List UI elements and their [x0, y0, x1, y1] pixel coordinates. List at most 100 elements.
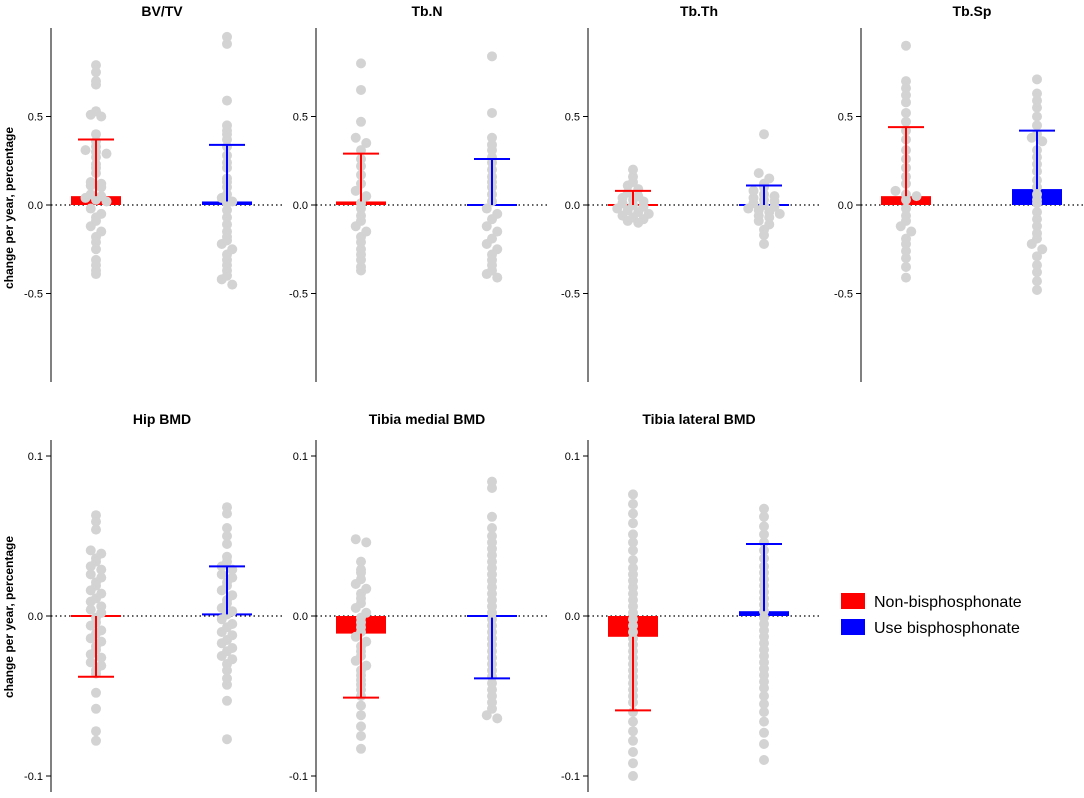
data-point-use-bisphosphonate-tibia-lateral-bmd: [759, 529, 769, 540]
data-point-use-bisphosphonate-hip-bmd: [222, 695, 232, 706]
data-point-use-bisphosphonate-tibia-lateral-bmd: [759, 707, 769, 717]
data-point-non-bisphosphonate-tb-n: [356, 145, 366, 156]
panel-hip-bmd: Hip BMD 0.1 0.0 -0.1: [24, 411, 283, 792]
data-point-use-bisphosphonate-hip-bmd: [222, 502, 232, 513]
data-point-use-bisphosphonate-tb-n: [487, 132, 497, 143]
y-tick-label-tb-sp: -0.5: [834, 289, 853, 301]
data-point-non-bisphosphonate-tb-th: [628, 171, 638, 182]
data-point-non-bisphosphonate-tb-th: [633, 217, 644, 228]
data-point-use-bisphosphonate-bv-tv: [227, 279, 238, 290]
data-point-use-bisphosphonate-bv-tv: [216, 238, 227, 249]
data-point-non-bisphosphonate-hip-bmd: [85, 633, 96, 644]
data-point-non-bisphosphonate-tibia-lateral-bmd: [628, 726, 638, 737]
data-point-use-bisphosphonate-tb-n: [481, 203, 492, 214]
data-point-use-bisphosphonate-bv-tv: [222, 31, 232, 42]
data-point-non-bisphosphonate-tb-n: [356, 58, 366, 69]
y-tick-label-bv-tv: 0.0: [28, 200, 43, 212]
data-point-use-bisphosphonate-tb-sp: [1032, 260, 1042, 271]
data-point-use-bisphosphonate-tb-th: [753, 168, 764, 179]
data-point-use-bisphosphonate-tibia-lateral-bmd: [759, 727, 769, 738]
y-axis-title-top-row: change per year, percentage: [2, 127, 16, 289]
data-point-non-bisphosphonate-tb-sp: [901, 272, 911, 283]
y-tick-label-tb-n: -0.5: [289, 289, 308, 301]
data-point-non-bisphosphonate-tb-th: [622, 215, 633, 226]
data-point-non-bisphosphonate-tb-n: [356, 254, 366, 265]
data-point-non-bisphosphonate-bv-tv: [80, 145, 91, 156]
data-point-non-bisphosphonate-bv-tv: [91, 106, 101, 117]
data-point-non-bisphosphonate-hip-bmd: [91, 510, 101, 521]
data-point-use-bisphosphonate-hip-bmd: [216, 614, 227, 625]
data-point-use-bisphosphonate-tb-th: [759, 238, 769, 249]
data-point-use-bisphosphonate-tb-th: [759, 230, 769, 241]
data-point-non-bisphosphonate-tibia-medial-bmd: [356, 710, 366, 721]
panel-title-tibia-lateral-bmd: Tibia lateral BMD: [642, 411, 755, 427]
data-point-use-bisphosphonate-tb-sp: [1032, 284, 1042, 295]
data-point-non-bisphosphonate-tb-sp: [901, 253, 911, 264]
data-point-non-bisphosphonate-tibia-lateral-bmd: [628, 529, 638, 540]
data-point-use-bisphosphonate-hip-bmd: [227, 606, 238, 617]
data-point-use-bisphosphonate-bv-tv: [227, 196, 238, 207]
data-point-use-bisphosphonate-bv-tv: [222, 38, 232, 49]
data-point-non-bisphosphonate-bv-tv: [85, 203, 96, 214]
panel-bv-tv: BV/TV 0.5 0.0 -0.5: [24, 3, 283, 382]
data-point-use-bisphosphonate-tb-sp: [1037, 244, 1048, 255]
data-point-non-bisphosphonate-tb-sp: [901, 203, 911, 214]
data-point-use-bisphosphonate-tb-th: [743, 203, 754, 214]
data-point-non-bisphosphonate-hip-bmd: [85, 657, 96, 668]
data-point-non-bisphosphonate-tb-sp: [901, 90, 911, 101]
data-point-non-bisphosphonate-hip-bmd: [96, 588, 107, 599]
data-point-use-bisphosphonate-tb-sp: [1032, 102, 1042, 113]
data-point-non-bisphosphonate-tb-n: [350, 221, 361, 232]
data-point-non-bisphosphonate-tb-n: [350, 185, 361, 196]
data-point-non-bisphosphonate-tb-n: [356, 116, 366, 127]
data-point-use-bisphosphonate-bv-tv: [222, 120, 232, 131]
data-point-non-bisphosphonate-hip-bmd: [85, 545, 96, 556]
data-point-non-bisphosphonate-hip-bmd: [85, 649, 96, 660]
data-point-use-bisphosphonate-tibia-medial-bmd: [487, 531, 497, 541]
data-point-use-bisphosphonate-tb-sp: [1026, 238, 1037, 249]
data-point-non-bisphosphonate-tb-sp: [901, 40, 911, 51]
data-point-use-bisphosphonate-hip-bmd: [222, 679, 232, 690]
data-point-non-bisphosphonate-tibia-medial-bmd: [350, 655, 361, 666]
data-point-non-bisphosphonate-tb-n: [356, 265, 366, 276]
data-point-non-bisphosphonate-tibia-lateral-bmd: [628, 747, 638, 757]
data-point-non-bisphosphonate-hip-bmd: [96, 601, 107, 612]
data-point-non-bisphosphonate-tibia-lateral-bmd: [628, 555, 638, 565]
data-point-non-bisphosphonate-tb-sp: [901, 116, 911, 127]
data-point-non-bisphosphonate-tb-sp: [911, 191, 922, 202]
data-point-use-bisphosphonate-tb-sp: [1032, 74, 1042, 85]
data-point-use-bisphosphonate-tb-sp: [1032, 276, 1042, 287]
data-point-non-bisphosphonate-tibia-lateral-bmd: [628, 508, 638, 519]
data-point-use-bisphosphonate-hip-bmd: [222, 531, 232, 541]
data-point-use-bisphosphonate-bv-tv: [222, 95, 232, 106]
data-point-non-bisphosphonate-tb-n: [361, 138, 372, 149]
y-axis-title-bottom-row: change per year, percentage: [2, 536, 16, 698]
data-point-non-bisphosphonate-tibia-medial-bmd: [356, 700, 366, 711]
data-point-use-bisphosphonate-tb-sp: [1032, 251, 1042, 262]
data-point-non-bisphosphonate-tibia-lateral-bmd: [628, 537, 638, 548]
data-point-non-bisphosphonate-tb-n: [356, 237, 366, 248]
data-point-use-bisphosphonate-tb-sp: [1032, 88, 1042, 99]
data-point-use-bisphosphonate-tb-th: [764, 212, 775, 223]
y-tick-label-tibia-medial-bmd: 0.0: [293, 611, 308, 623]
data-point-use-bisphosphonate-tb-sp: [1037, 136, 1048, 147]
data-point-non-bisphosphonate-tibia-medial-bmd: [356, 721, 366, 732]
data-point-use-bisphosphonate-tb-sp: [1032, 267, 1042, 278]
data-point-non-bisphosphonate-tibia-lateral-bmd: [628, 563, 638, 573]
data-point-non-bisphosphonate-tibia-lateral-bmd: [628, 545, 638, 556]
data-point-use-bisphosphonate-tb-n: [487, 139, 497, 150]
data-point-non-bisphosphonate-tb-n: [356, 203, 366, 214]
data-point-non-bisphosphonate-tibia-medial-bmd: [356, 564, 366, 575]
data-point-use-bisphosphonate-tb-th: [753, 215, 764, 226]
panel-title-hip-bmd: Hip BMD: [133, 411, 191, 427]
panel-tibia-lateral-bmd: Tibia lateral BMD 0.1 0.0 -0.1: [561, 411, 820, 792]
y-tick-label-hip-bmd: -0.1: [24, 771, 43, 783]
y-tick-label-hip-bmd: 0.0: [28, 611, 43, 623]
data-point-non-bisphosphonate-bv-tv: [85, 221, 96, 232]
data-point-non-bisphosphonate-bv-tv: [96, 178, 107, 189]
data-point-use-bisphosphonate-hip-bmd: [222, 551, 232, 562]
y-tick-label-tibia-medial-bmd: 0.1: [293, 451, 308, 463]
panel-title-bv-tv: BV/TV: [141, 3, 183, 19]
y-tick-label-bv-tv: -0.5: [24, 289, 43, 301]
data-point-non-bisphosphonate-hip-bmd: [85, 620, 96, 631]
